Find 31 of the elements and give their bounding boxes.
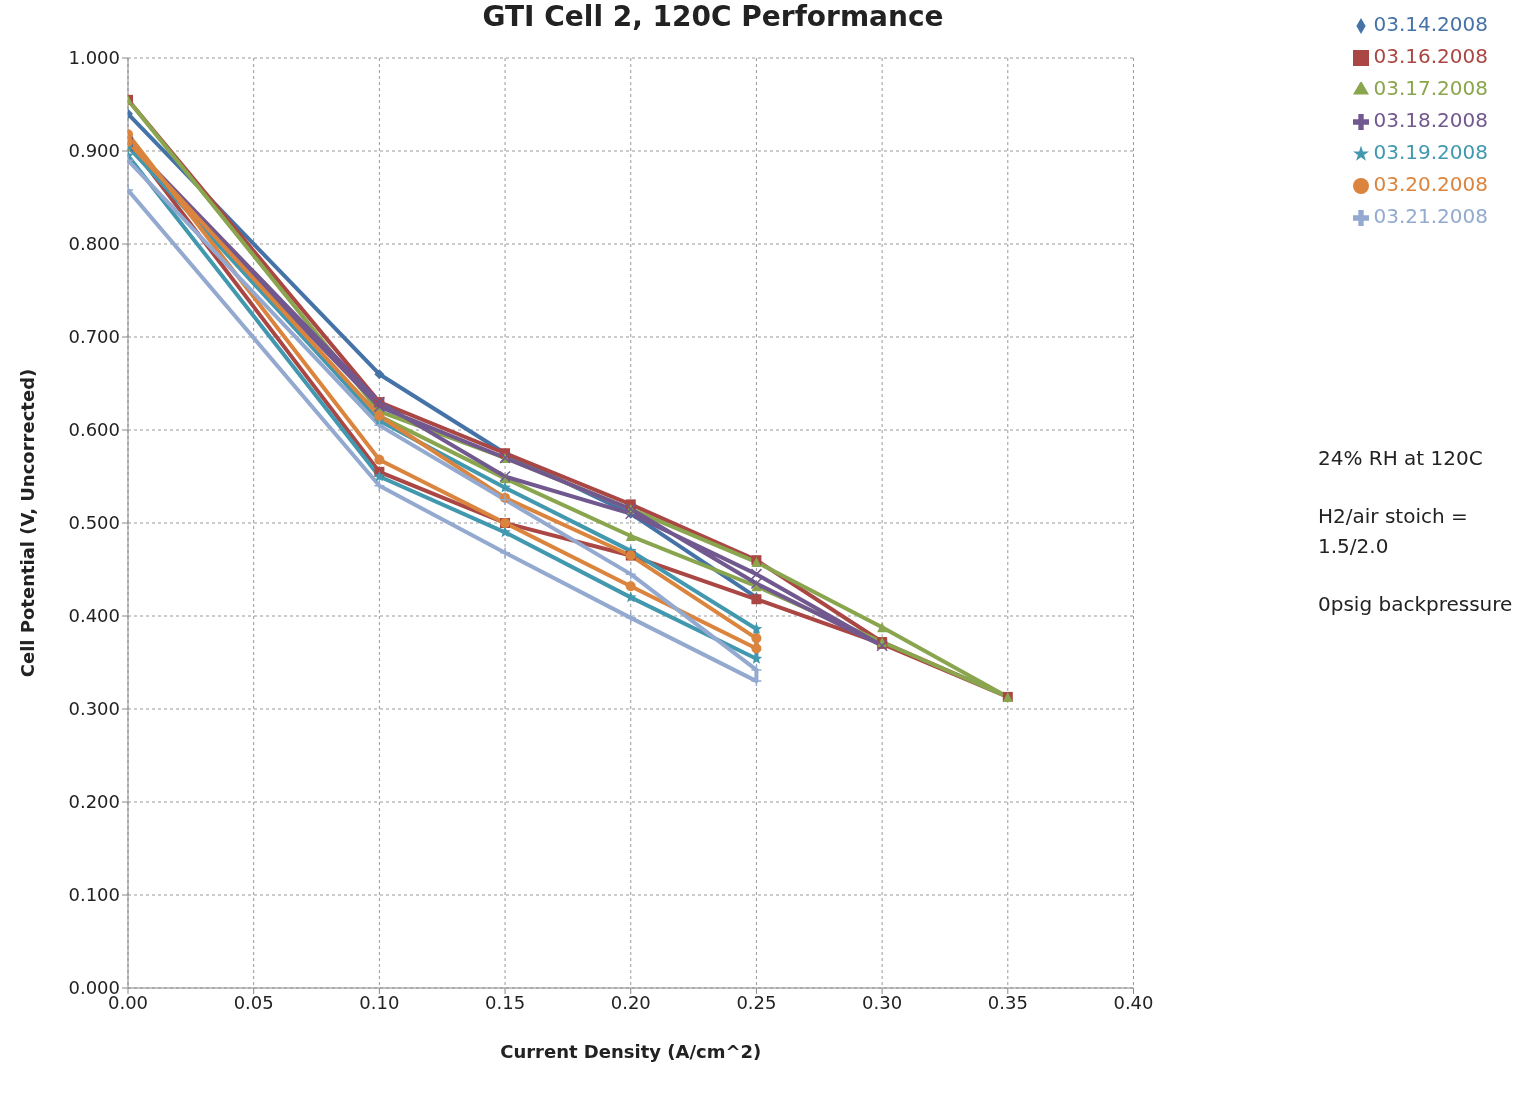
text: H2/air stoich = 1.5/2.0: [1318, 503, 1469, 560]
x-tick-label: 0.05: [233, 991, 274, 1013]
y-tick-label: 0.300: [68, 698, 120, 720]
y-tick-label: 0.700: [68, 326, 120, 348]
x-tick-label: 0.20: [610, 991, 651, 1013]
y-tick-label: 0.100: [68, 884, 120, 906]
legend-label: 03.20.2008: [1373, 172, 1488, 196]
x-tick-label: 0.25: [736, 991, 777, 1013]
y-tick-label: 0.400: [68, 605, 120, 627]
y-axis-title: Cell Potential (V, Uncorrected): [17, 368, 39, 678]
y-tick-label: 1.000: [68, 47, 120, 69]
chart-title: GTI Cell 2, 120C Performance: [482, 0, 944, 33]
legend-label: 03.19.2008: [1373, 140, 1488, 164]
legend-label: 03.14.2008: [1373, 12, 1488, 36]
text: 24% RH at 120C: [1318, 445, 1484, 472]
y-tick-label: 0.900: [68, 140, 120, 162]
x-tick-label: 0.35: [987, 991, 1028, 1013]
x-tick-label: 0.10: [359, 991, 400, 1013]
y-tick-label: 0.200: [68, 791, 120, 813]
legend-label: 03.21.2008: [1373, 204, 1488, 228]
legend-label: 03.18.2008: [1373, 108, 1488, 132]
text: 0psig backpressure: [1318, 591, 1514, 618]
x-tick-label: 0.15: [485, 991, 526, 1013]
y-tick-label: 0.600: [68, 419, 120, 441]
legend-label: 03.16.2008: [1373, 44, 1488, 68]
y-tick-label: 0.500: [68, 512, 120, 534]
x-tick-label: 0.30: [862, 991, 903, 1013]
legend-label: 03.17.2008: [1373, 76, 1488, 100]
x-tick-label: 0.40: [1113, 991, 1154, 1013]
y-tick-label: 0.800: [68, 233, 120, 255]
x-axis-title: Current Density (A/cm^2): [500, 1041, 762, 1062]
